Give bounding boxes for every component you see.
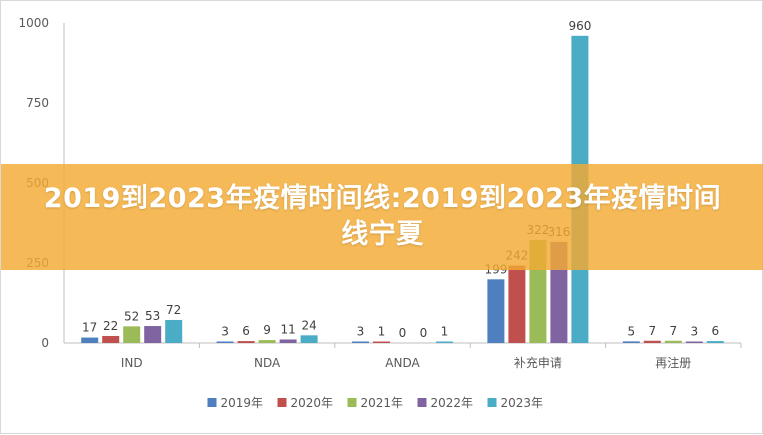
bar [258,340,276,343]
banner-title: 2019到2023年疫情时间线:2019到2023年疫情时间线宁夏 [43,183,722,250]
bar [706,341,724,343]
data-label: 53 [145,309,160,323]
data-label: 9 [263,323,271,337]
bar [487,279,505,343]
legend-swatch [207,398,217,407]
legend-swatch [347,398,357,407]
legend-label: 2021年 [361,396,404,410]
legend-label: 2020年 [291,396,334,410]
category-label: NDA [254,356,281,370]
bar [436,341,453,343]
data-label: 7 [669,324,677,338]
category-label: IND [121,356,143,370]
bar [352,341,369,343]
bar [144,326,162,343]
data-label: 72 [166,303,181,317]
bar [81,337,99,343]
data-label: 3 [357,325,365,339]
bar [216,341,234,343]
legend-swatch [277,398,287,407]
data-label: 5 [627,324,635,338]
data-label: 1 [441,325,449,339]
data-label: 52 [124,309,139,323]
bar [508,265,526,343]
data-label: 960 [568,19,591,33]
data-label: 3 [690,325,698,339]
data-label: 3 [221,325,229,339]
data-label: 22 [103,319,118,333]
legend-label: 2022年 [431,396,474,410]
data-label: 1 [378,325,386,339]
bar [237,341,255,343]
bar [622,341,640,343]
category-label: 补充申请 [514,355,562,370]
data-label: 17 [82,321,97,335]
y-tick-label: 1000 [18,16,49,30]
y-tick-label: 750 [26,96,49,110]
bar [373,341,390,343]
bar [685,341,703,343]
bar [664,340,682,343]
y-tick-label: 0 [41,336,49,350]
bar [643,340,661,343]
bar [102,335,120,343]
data-label: 6 [711,324,719,338]
data-label: 0 [420,326,428,340]
title-banner: 2019到2023年疫情时间线:2019到2023年疫情时间线宁夏 [1,164,763,270]
legend-swatch [487,398,497,407]
data-label: 11 [280,322,295,336]
category-label: 再注册 [655,355,691,370]
legend-label: 2019年 [221,396,264,410]
bar [165,319,183,343]
legend-label: 2023年 [501,396,544,410]
legend-swatch [417,398,427,407]
category-label: ANDA [385,356,420,370]
data-label: 7 [648,324,656,338]
data-label: 24 [301,318,316,332]
bar [300,335,318,343]
bar [279,339,297,343]
data-label: 0 [399,326,407,340]
data-label: 6 [242,324,250,338]
bar [123,326,141,343]
